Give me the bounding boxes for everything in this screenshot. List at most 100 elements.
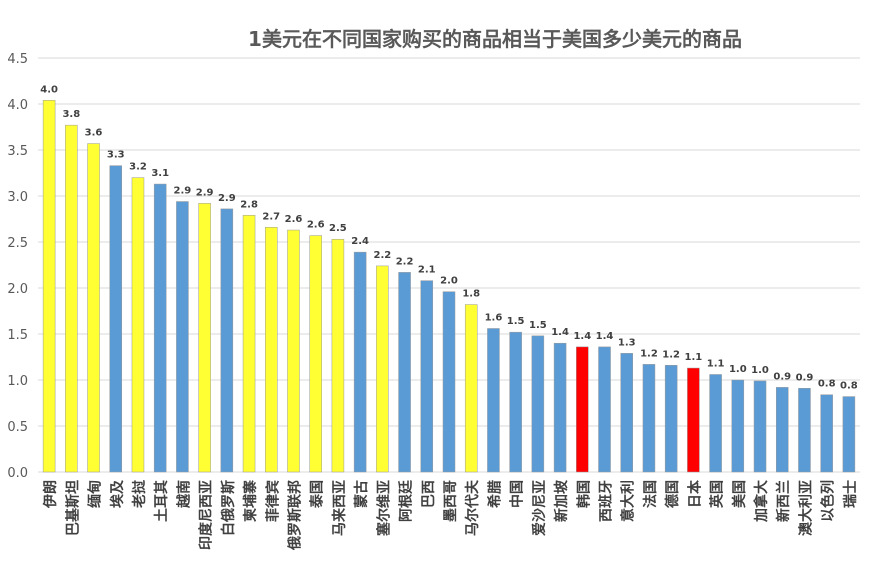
value-label: 1.1 — [707, 358, 725, 369]
value-label: 0.8 — [818, 379, 836, 390]
value-label: 2.4 — [351, 236, 369, 247]
value-label: 4.0 — [40, 84, 58, 95]
y-tick-label: 3.0 — [7, 190, 28, 205]
bar — [42, 100, 56, 473]
x-tick-label: 中国 — [509, 480, 526, 508]
x-tick-label: 菲律宾 — [264, 480, 281, 522]
x-tick-label: 加拿大 — [753, 480, 770, 523]
x-tick-label: 白俄罗斯 — [220, 480, 237, 536]
x-tick-label: 希腊 — [486, 480, 503, 508]
bar — [398, 272, 411, 473]
value-label: 1.4 — [573, 331, 591, 342]
bar — [420, 280, 434, 473]
x-tick-label: 意大利 — [620, 480, 637, 522]
bar — [109, 165, 123, 473]
y-tick-label: 2.5 — [7, 236, 28, 251]
bar — [687, 367, 700, 473]
x-tick-label: 以色列 — [820, 480, 837, 522]
x-tick-label: 俄罗斯联邦 — [286, 480, 303, 551]
x-tick-label: 土耳其 — [153, 480, 170, 522]
value-label: 2.8 — [240, 199, 258, 210]
x-tick-label: 塞尔维亚 — [375, 480, 392, 536]
bar — [531, 335, 545, 473]
bar — [331, 238, 345, 473]
x-tick-label: 越南 — [175, 480, 192, 509]
value-label: 3.1 — [151, 168, 169, 179]
bar — [598, 346, 611, 473]
bar — [153, 183, 167, 473]
bar — [287, 229, 300, 473]
bar — [553, 342, 567, 473]
value-label: 1.5 — [507, 316, 525, 327]
bar — [709, 374, 722, 473]
bar — [664, 365, 678, 473]
value-label: 2.2 — [396, 256, 414, 267]
x-tick-label: 澳大利亚 — [797, 480, 814, 536]
value-label: 2.1 — [418, 265, 436, 276]
x-tick-label: 英国 — [709, 480, 726, 509]
value-label: 1.6 — [485, 312, 503, 323]
value-label: 2.7 — [262, 211, 280, 222]
x-tick-label: 马来西亚 — [332, 480, 348, 536]
x-tick-label: 埃及 — [109, 479, 126, 508]
bar — [309, 235, 322, 473]
value-label: 3.8 — [62, 109, 80, 120]
bar — [842, 396, 856, 473]
x-tick-label: 老挝 — [131, 479, 148, 508]
x-tick-label: 韩国 — [575, 480, 592, 508]
value-label: 1.5 — [529, 320, 547, 331]
value-label: 2.6 — [285, 214, 303, 225]
x-tick-label: 德国 — [664, 480, 681, 508]
x-tick-label: 新加坡 — [553, 479, 570, 522]
bar — [220, 208, 234, 473]
x-tick-label: 新西兰 — [775, 480, 792, 522]
value-label: 2.2 — [373, 250, 391, 261]
y-tick-label: 1.5 — [7, 328, 28, 343]
bar — [753, 380, 767, 473]
value-label: 0.9 — [773, 371, 791, 382]
bar — [487, 328, 500, 473]
bar — [820, 394, 833, 473]
x-tick-label: 墨西哥 — [443, 480, 459, 522]
x-tick-label: 西班牙 — [598, 480, 615, 522]
x-tick-label: 蒙古 — [353, 480, 370, 508]
bar — [620, 353, 633, 473]
value-label: 2.6 — [307, 220, 325, 231]
bar — [442, 291, 456, 473]
y-tick-label: 0.0 — [7, 466, 28, 481]
bar — [775, 387, 789, 473]
value-label: 0.9 — [796, 372, 814, 383]
x-tick-label: 日本 — [686, 479, 703, 508]
x-tick-label: 瑞士 — [842, 480, 859, 508]
x-tick-label: 马尔代夫 — [464, 479, 481, 536]
value-label: 2.9 — [218, 193, 236, 204]
bar — [65, 124, 78, 473]
value-label: 2.9 — [196, 187, 214, 198]
y-tick-label: 3.5 — [7, 144, 28, 159]
value-label: 1.4 — [596, 331, 614, 342]
x-tick-label: 缅甸 — [87, 480, 104, 508]
x-tick-label: 爱沙尼亚 — [532, 480, 548, 536]
value-label: 3.2 — [129, 162, 147, 173]
bar — [265, 227, 278, 473]
value-label: 2.5 — [329, 223, 347, 234]
x-tick-label: 印度尼西亚 — [198, 480, 215, 550]
x-tick-label: 柬埔寨 — [242, 479, 259, 522]
bar — [464, 304, 478, 473]
bar — [198, 203, 211, 473]
x-tick-label: 法国 — [642, 480, 659, 508]
x-tick-label: 泰国 — [309, 480, 326, 509]
value-label: 1.2 — [662, 349, 680, 360]
x-tick-label: 伊朗 — [42, 480, 59, 509]
value-label: 1.1 — [685, 352, 703, 363]
value-label: 2.9 — [174, 186, 192, 197]
bar — [242, 215, 256, 473]
bar — [798, 388, 811, 473]
chart-title: 1美元在不同国家购买的商品相当于美国多少美元的商品 — [248, 27, 742, 51]
value-label: 1.8 — [462, 289, 480, 300]
y-tick-label: 4.5 — [7, 52, 28, 67]
value-label: 1.2 — [640, 348, 658, 359]
x-tick-label: 阿根廷 — [398, 479, 415, 522]
bar — [131, 177, 145, 473]
